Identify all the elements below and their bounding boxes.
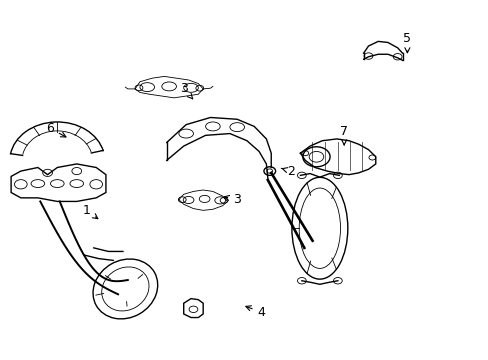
Text: 1: 1	[82, 204, 98, 219]
Polygon shape	[183, 298, 203, 318]
Text: 4: 4	[245, 306, 265, 319]
Text: 7: 7	[340, 125, 347, 145]
Text: 3: 3	[180, 82, 192, 99]
Text: 5: 5	[403, 32, 410, 53]
Text: 6: 6	[46, 122, 66, 137]
Text: 2: 2	[281, 165, 294, 177]
Text: 3: 3	[224, 193, 241, 206]
